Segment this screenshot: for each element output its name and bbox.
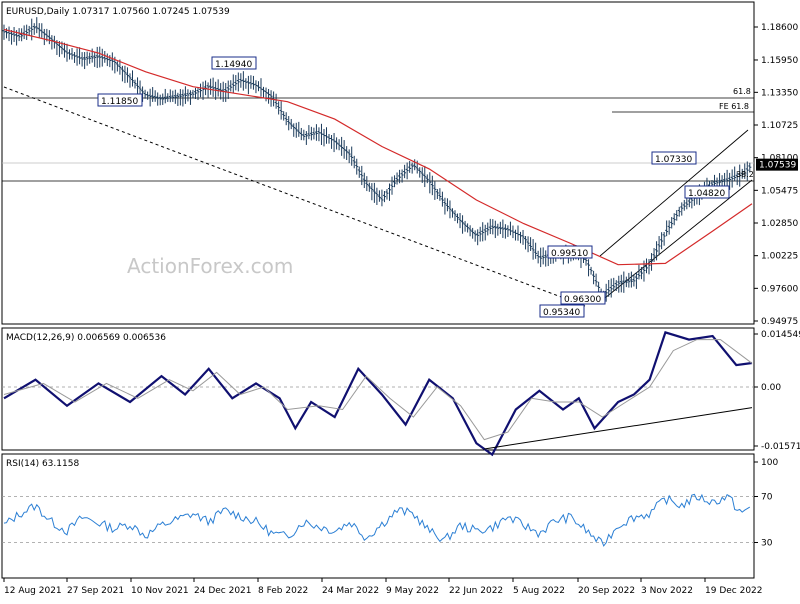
level-label-box bbox=[211, 56, 257, 70]
level-label-box bbox=[684, 185, 730, 199]
price-title: EURUSD,Daily 1.07317 1.07560 1.07245 1.0… bbox=[6, 7, 230, 17]
level-label: 1.07330 bbox=[655, 155, 692, 165]
x-tick-label: 22 Jun 2022 bbox=[449, 586, 503, 596]
x-tick-label: 9 May 2022 bbox=[386, 586, 439, 596]
level-label-box bbox=[560, 291, 606, 305]
price-y-tick-label: 1.10725 bbox=[761, 121, 798, 131]
level-label-box bbox=[97, 93, 143, 107]
macd-signal-line bbox=[3, 339, 753, 441]
rsi-panel-frame bbox=[1, 453, 755, 579]
axes-group: 1.186001.159501.133501.107251.081001.054… bbox=[3, 23, 800, 596]
price-y-tick-label: 0.97600 bbox=[761, 284, 798, 294]
last-price-label: 1.07539 bbox=[759, 161, 796, 171]
price-y-tick-label: 1.02850 bbox=[761, 219, 798, 229]
rsi-y-tick-label: 70 bbox=[761, 493, 773, 503]
level-label-box bbox=[539, 304, 585, 318]
x-tick-label: 24 Dec 2021 bbox=[194, 586, 252, 596]
level-label: 0.95340 bbox=[543, 308, 580, 318]
macd-line bbox=[3, 331, 753, 457]
x-tick-label: 27 Sep 2021 bbox=[67, 586, 124, 596]
rsi-series-group bbox=[2, 493, 754, 547]
price-y-tick-label: 1.00225 bbox=[761, 252, 798, 262]
fib-label: 38.2 bbox=[736, 170, 754, 179]
macd-title: MACD(12,26,9) 0.006569 0.006536 bbox=[6, 333, 166, 343]
dashed-trendline bbox=[3, 86, 586, 307]
channel-lower bbox=[599, 179, 753, 303]
rsi-y-tick-label: 100 bbox=[761, 458, 778, 468]
level-label: 1.11850 bbox=[101, 97, 138, 107]
watermark: ActionForex.com bbox=[127, 254, 293, 278]
level-label: 1.14940 bbox=[215, 60, 252, 70]
rsi-line bbox=[3, 493, 751, 547]
x-tick-label: 24 Mar 2022 bbox=[322, 586, 379, 596]
level-label: 0.99510 bbox=[551, 249, 588, 259]
level-labels-group: 1.11850 1.14940 1.07330 1.04820 0.99510 0.963… bbox=[97, 56, 754, 318]
x-tick-label: 19 Dec 2022 bbox=[705, 586, 763, 596]
level-label-box bbox=[547, 245, 593, 259]
price-series-group bbox=[2, 17, 753, 303]
rsi-title: RSI(14) 63.1158 bbox=[6, 459, 79, 469]
level-label-box bbox=[651, 151, 697, 165]
x-tick-label: 20 Sep 2022 bbox=[578, 586, 635, 596]
x-tick-label: 8 Feb 2022 bbox=[258, 586, 308, 596]
price-y-tick-label: 1.15950 bbox=[761, 56, 798, 66]
last-price-tag bbox=[756, 158, 798, 171]
fib-label: FE 61.8 bbox=[719, 102, 749, 111]
level-label: 0.96300 bbox=[564, 295, 601, 305]
channel-upper bbox=[599, 129, 749, 257]
macd-series-group bbox=[2, 331, 754, 457]
x-tick-label: 3 Nov 2022 bbox=[641, 586, 693, 596]
moving-average-line bbox=[3, 28, 753, 266]
x-tick-label: 10 Nov 2021 bbox=[131, 586, 189, 596]
x-tick-label: 5 Aug 2022 bbox=[513, 586, 565, 596]
fib-label: 61.8 bbox=[733, 87, 751, 96]
macd-y-tick-label: 0.00 bbox=[761, 383, 781, 393]
price-y-tick-label: 1.05475 bbox=[761, 186, 798, 196]
price-y-tick-label: 1.18600 bbox=[761, 23, 798, 33]
x-tick-label: 12 Aug 2021 bbox=[4, 586, 62, 596]
macd-trendline bbox=[484, 407, 753, 450]
price-y-tick-label: 1.13350 bbox=[761, 88, 798, 98]
macd-y-tick-label: 0.014549 bbox=[761, 330, 800, 340]
rsi-y-tick-label: 30 bbox=[761, 539, 773, 549]
level-label: 1.04820 bbox=[688, 189, 725, 199]
price-y-tick-label: 0.94975 bbox=[761, 317, 798, 327]
macd-y-tick-label: -0.015712 bbox=[761, 442, 800, 452]
